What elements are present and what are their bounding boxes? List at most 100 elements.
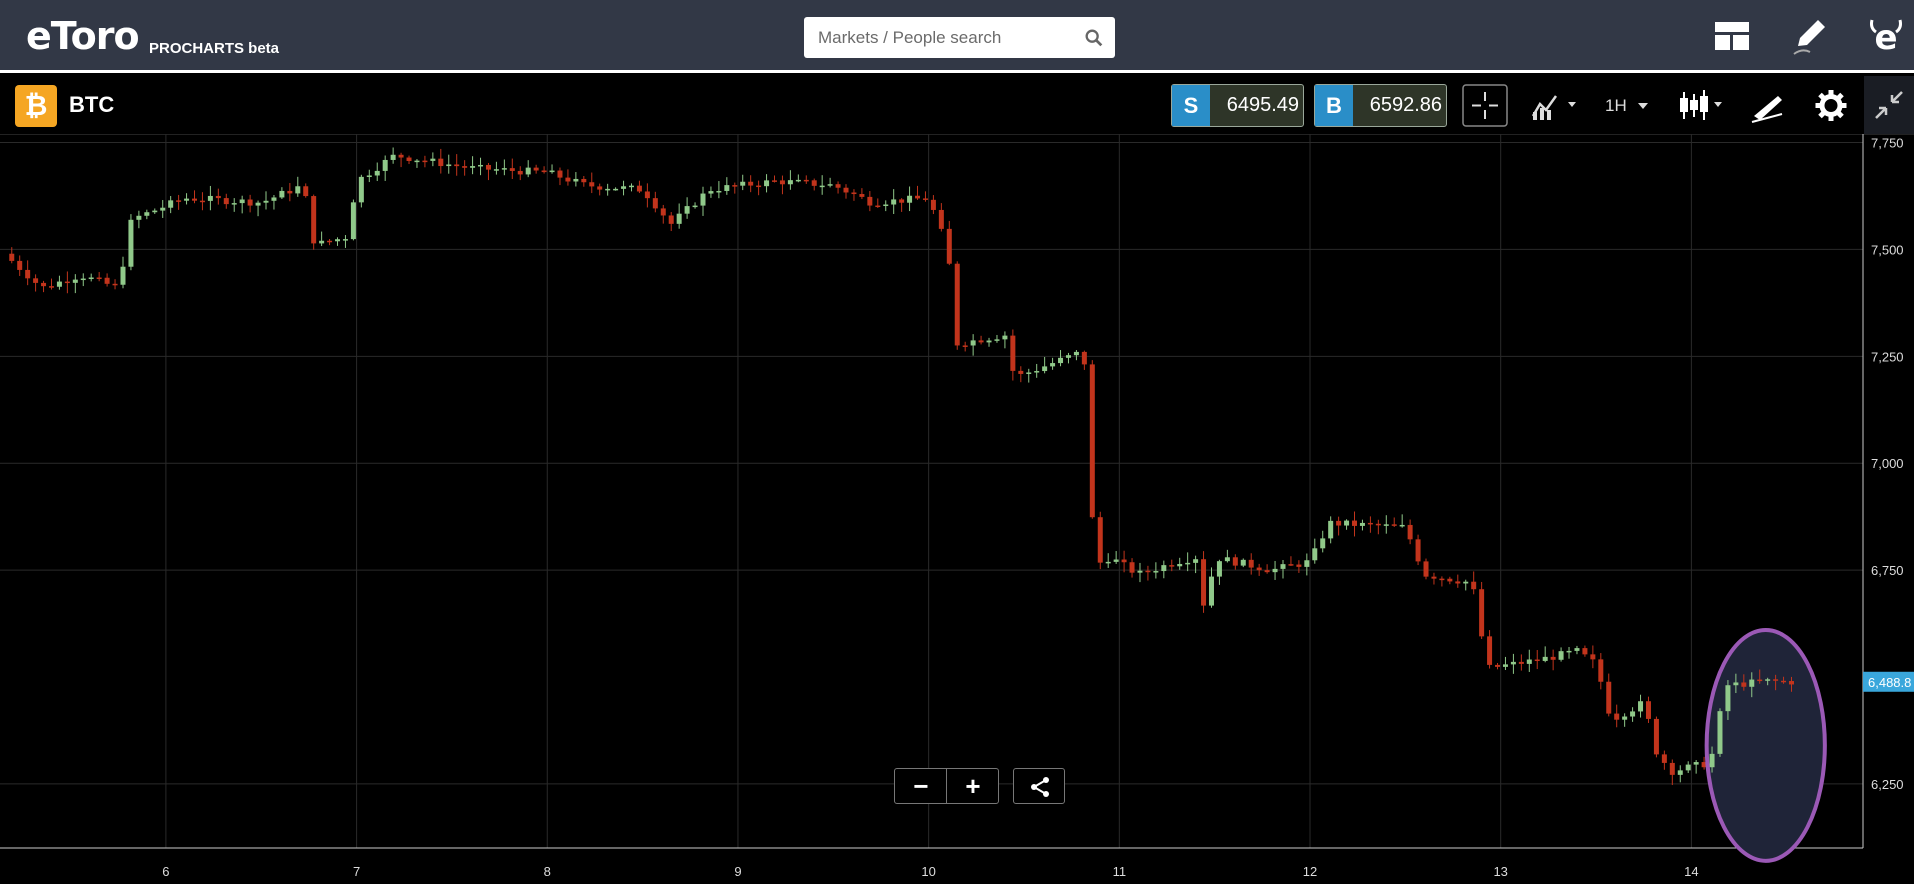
timeframe-selector[interactable]: 1H	[1605, 84, 1653, 127]
candle-body	[1113, 559, 1119, 562]
candle-body	[613, 188, 619, 191]
candle-body	[295, 186, 301, 194]
candle-body	[1542, 656, 1548, 661]
candle-body	[1407, 524, 1413, 540]
sell-button[interactable]: S 6495.49	[1171, 84, 1304, 127]
candle-body	[56, 281, 62, 287]
chevron-down-icon	[1638, 103, 1648, 109]
candle-body	[644, 191, 650, 199]
candle-body	[1781, 680, 1787, 683]
candle-body	[454, 164, 460, 167]
candle-body	[1741, 682, 1747, 687]
search-input[interactable]	[818, 17, 1068, 58]
gear-icon[interactable]	[1810, 84, 1852, 127]
candle-body	[525, 167, 531, 175]
candle-body	[390, 154, 396, 160]
candle-body	[779, 180, 785, 185]
candle-body	[549, 170, 555, 173]
candle-body	[1216, 561, 1222, 577]
candle-body	[827, 184, 833, 186]
zoom-in-button[interactable]: +	[965, 771, 981, 801]
candle-body	[1304, 560, 1310, 567]
zoom-out-button[interactable]: −	[913, 771, 929, 801]
collapse-button[interactable]	[1864, 76, 1914, 134]
x-tick-label: 9	[734, 864, 741, 879]
candle-body	[247, 199, 253, 206]
candle-body	[9, 253, 15, 261]
candle-body	[740, 181, 746, 186]
candle-body	[1344, 520, 1350, 526]
candle-body	[1058, 357, 1064, 364]
candle-body	[398, 154, 404, 158]
candle-body	[1264, 570, 1270, 573]
candle-body	[509, 168, 515, 171]
candle-body	[327, 240, 333, 243]
candle-body	[732, 185, 738, 187]
candle-body	[994, 339, 1000, 341]
last-price-label: 6,488.8	[1868, 675, 1911, 690]
candle-body	[1487, 636, 1493, 665]
candle-body	[1518, 661, 1524, 664]
candle-body	[1375, 523, 1381, 526]
candle-body	[1502, 664, 1508, 667]
candle-body	[1002, 335, 1008, 340]
candle-body	[1320, 538, 1326, 549]
user-etoro-icon[interactable]: e	[1866, 16, 1906, 56]
candle-body	[1614, 713, 1620, 720]
candle-body	[80, 278, 86, 281]
instrument-header: ₿ BTC S 6495.49 B 6592.86 1H	[0, 76, 1914, 135]
share-button[interactable]	[1013, 768, 1065, 804]
draw-tools-icon[interactable]	[1748, 84, 1788, 127]
candle-body	[72, 279, 78, 283]
candle-body	[501, 168, 507, 170]
candle-body	[1423, 561, 1429, 577]
candle-body	[1709, 753, 1715, 768]
candle-body	[1534, 659, 1540, 662]
buy-button[interactable]: B 6592.86	[1314, 84, 1447, 127]
candle-body	[938, 209, 944, 229]
candle-body	[358, 176, 364, 203]
candle-body	[684, 206, 690, 214]
candle-body	[168, 200, 174, 208]
sell-label: S	[1172, 85, 1210, 126]
candle-body	[120, 266, 126, 285]
candle-body	[1447, 578, 1453, 582]
y-tick-label: 7,500	[1871, 242, 1904, 257]
candle-body	[1550, 656, 1556, 660]
candle-body	[1439, 578, 1445, 581]
candle-body	[597, 186, 603, 190]
buy-label: B	[1315, 85, 1353, 126]
crosshair-icon[interactable]	[1462, 84, 1508, 127]
candle-body	[152, 210, 158, 213]
candles-icon[interactable]	[1674, 84, 1730, 127]
candle-body	[1201, 559, 1207, 606]
bitcoin-icon: ₿	[15, 85, 57, 127]
candle-body	[1526, 659, 1532, 664]
layout-icon[interactable]	[1712, 16, 1752, 56]
price-chart[interactable]: 7,750 7,500 7,250 7,000 6,750 6,250 6 7 8 9 10 11 12…	[0, 134, 1914, 884]
top-navigation-bar: eToro PROCHARTS beta e	[0, 0, 1914, 73]
candle-body	[342, 239, 348, 241]
candle-body	[1479, 589, 1485, 637]
etoro-logo[interactable]: eToro	[26, 14, 140, 58]
candle-body	[144, 212, 150, 216]
candle-body	[1677, 770, 1683, 775]
search-icon[interactable]	[1083, 27, 1105, 49]
y-tick-label: 7,000	[1871, 456, 1904, 471]
candle-body	[565, 177, 571, 182]
pencil-icon[interactable]	[1790, 16, 1830, 56]
compare-icon[interactable]	[1528, 84, 1584, 127]
candle-body	[422, 160, 428, 163]
candle-body	[676, 213, 682, 224]
search-box[interactable]	[804, 17, 1115, 58]
candle-body	[1232, 557, 1238, 566]
candle-body	[1224, 557, 1230, 562]
instrument-symbol[interactable]: BTC	[69, 92, 115, 117]
y-tick-label: 7,250	[1871, 349, 1904, 364]
candle-body	[1312, 548, 1318, 561]
candle-body	[335, 239, 341, 242]
candle-body	[1510, 661, 1516, 665]
candle-body	[1630, 711, 1636, 717]
candle-body	[1773, 679, 1779, 681]
candle-body	[1391, 524, 1397, 526]
